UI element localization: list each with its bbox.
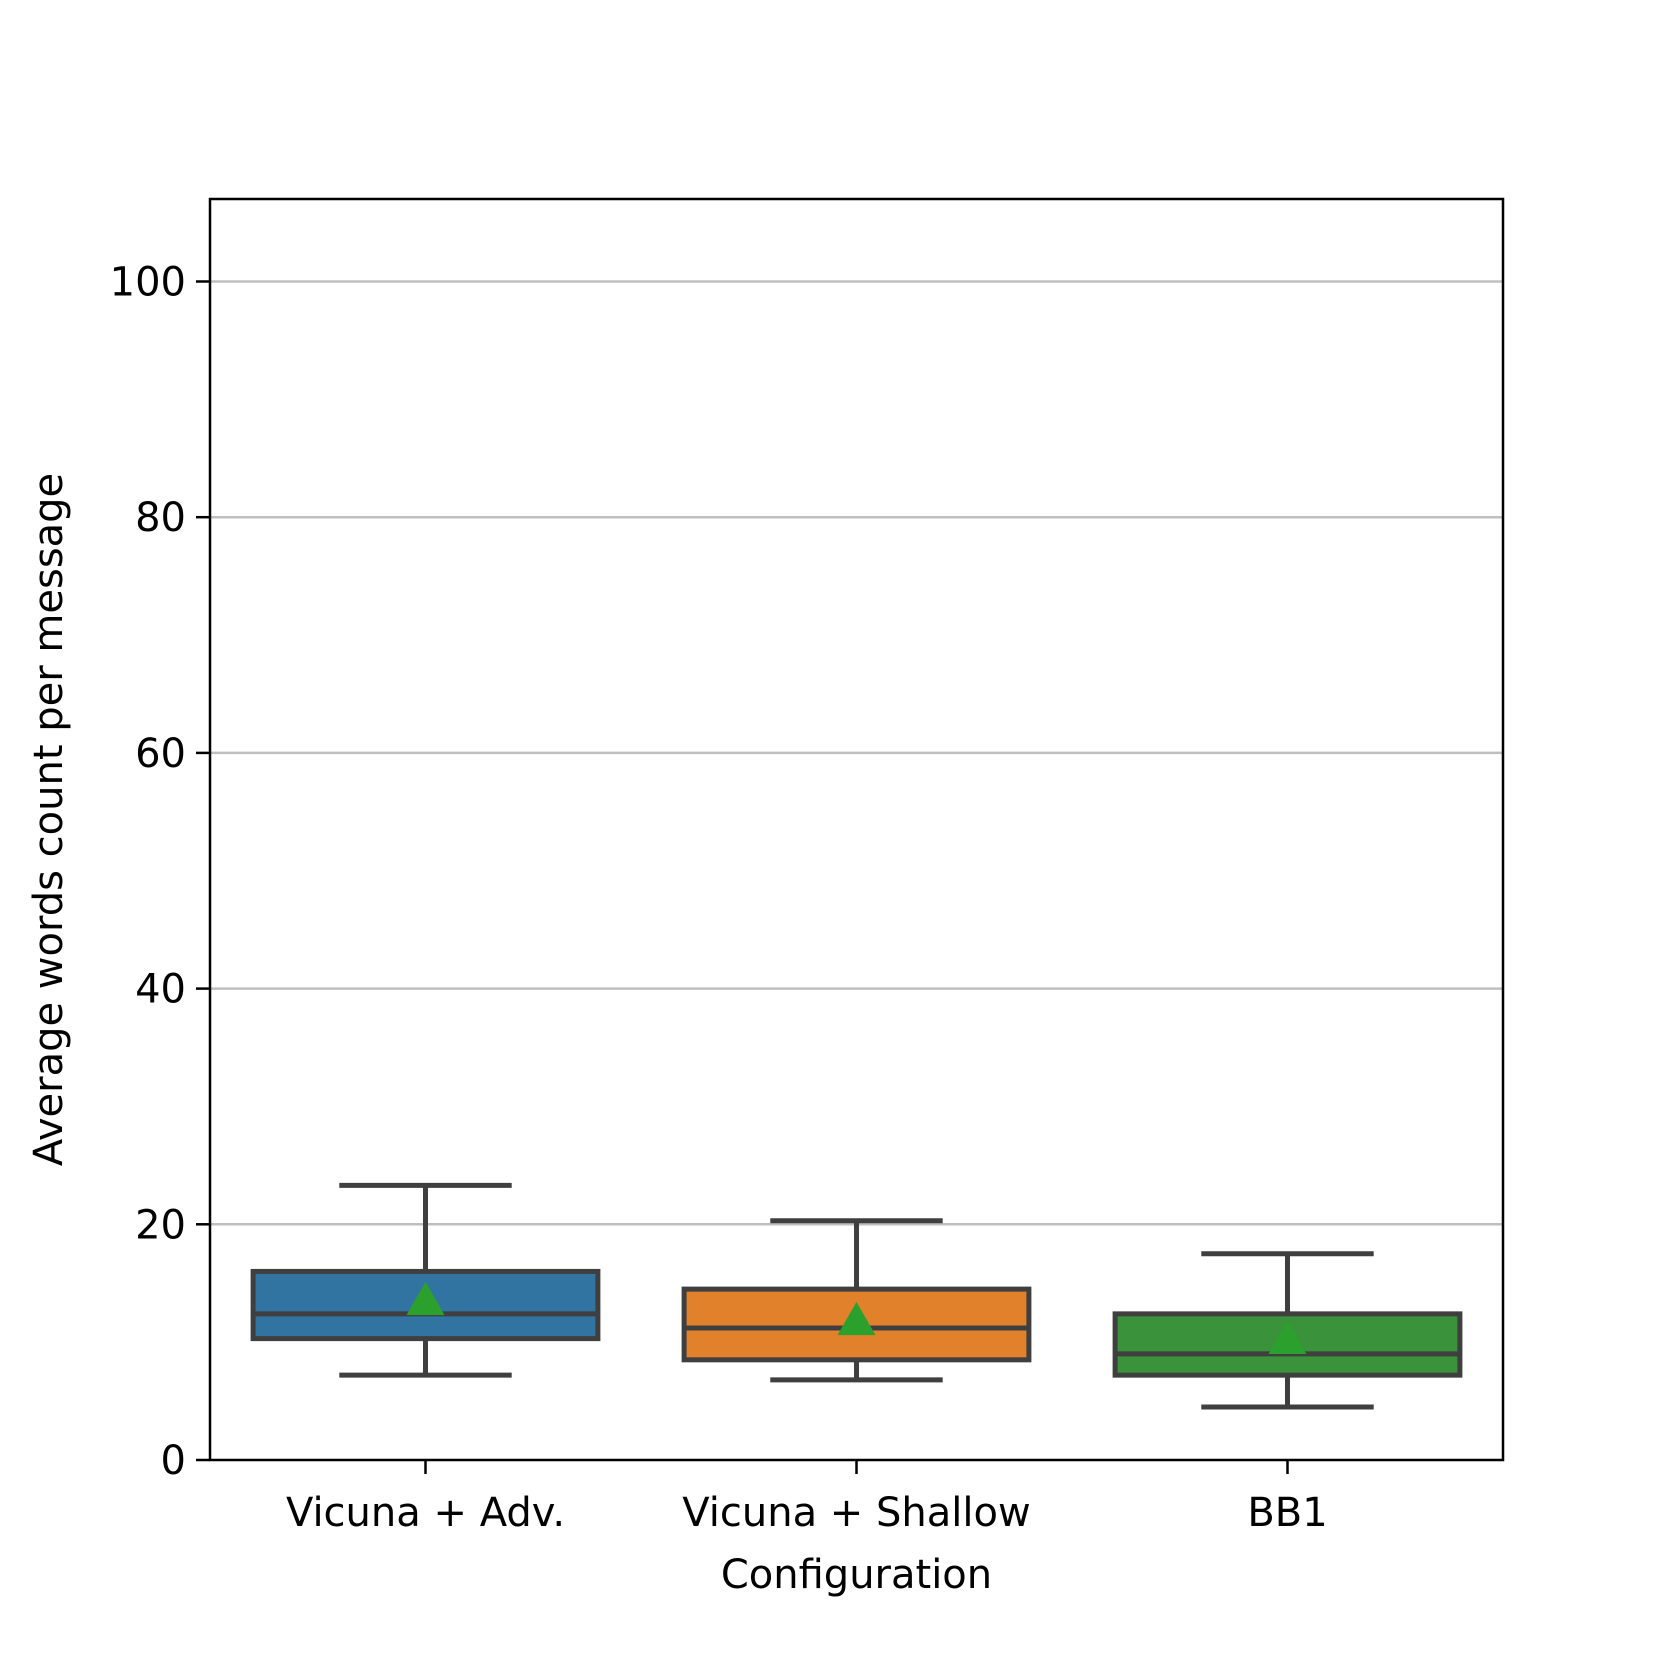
y-tick-label: 100	[110, 259, 186, 305]
box-group	[681, 1218, 1032, 1383]
grid-lines	[210, 280, 1503, 1226]
x-tick-label: BB1	[1247, 1490, 1327, 1536]
x-tick-label: Vicuna + Shallow	[682, 1490, 1030, 1536]
axis-ticks: 0 20 40 60 80 100 Vicuna + Adv. Vicuna + Shallo…	[110, 259, 1328, 1536]
y-tick-label: 80	[135, 495, 186, 541]
mean-marker	[837, 1301, 876, 1336]
y-tick-label: 0	[161, 1438, 186, 1484]
x-axis-title: Configuration	[721, 1552, 992, 1598]
y-axis-title: Average words count per message	[26, 473, 72, 1166]
box-group	[1112, 1251, 1463, 1410]
mean-marker	[406, 1281, 445, 1316]
x-tick-label: Vicuna + Adv.	[286, 1490, 565, 1536]
box-plots	[250, 1182, 1463, 1410]
box-group	[250, 1182, 601, 1378]
y-tick-label: 40	[135, 967, 186, 1013]
y-tick-label: 60	[135, 731, 186, 777]
mean-marker	[1268, 1320, 1307, 1355]
y-tick-label: 20	[135, 1202, 186, 1248]
